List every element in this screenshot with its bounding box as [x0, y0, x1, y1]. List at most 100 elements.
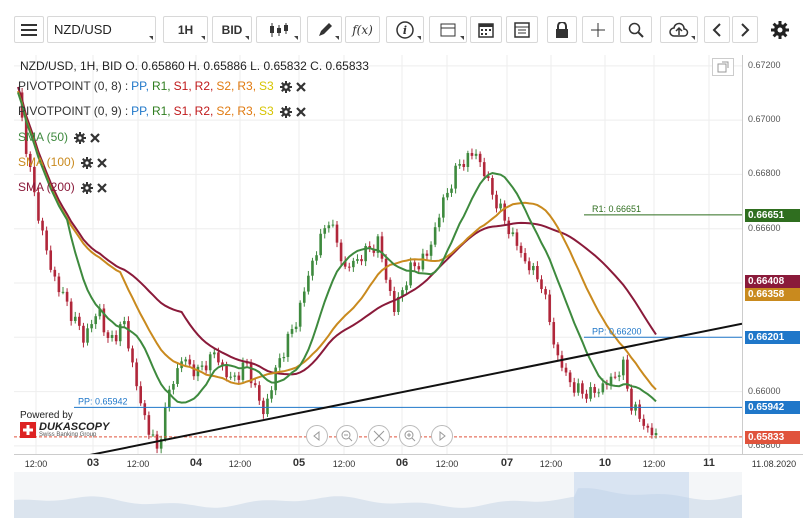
info-button[interactable]: i	[386, 16, 424, 43]
upload-button[interactable]	[660, 16, 698, 43]
candle-body	[102, 308, 106, 333]
x-tick-label: 12:00	[539, 459, 563, 469]
candle-body	[192, 364, 196, 377]
candle-body	[474, 153, 478, 156]
gear-icon[interactable]	[279, 105, 292, 118]
candle-body	[311, 260, 314, 276]
navigator[interactable]	[14, 472, 742, 518]
gear-icon[interactable]	[279, 80, 292, 93]
candle-body	[593, 387, 596, 393]
candle-body	[560, 355, 564, 368]
indicators-button[interactable]: f(x)	[345, 16, 380, 43]
scroll-left-button[interactable]	[704, 16, 730, 43]
indicator-legend[interactable]: SMA (100)	[18, 155, 108, 169]
candle-body	[589, 387, 592, 399]
close-icon[interactable]	[96, 182, 108, 194]
candle-body	[511, 232, 515, 235]
candle-body	[458, 164, 461, 166]
pivot-level-label: S1,	[173, 104, 192, 118]
close-icon[interactable]	[89, 132, 101, 144]
close-icon[interactable]	[96, 157, 108, 169]
zoom-in-button[interactable]	[399, 425, 421, 447]
chart-type-button[interactable]	[256, 16, 301, 43]
price-chart[interactable]: R1: 0.66651 PP: 0.66200 PP: 0.65942	[14, 55, 742, 454]
fullscreen-button[interactable]	[712, 58, 734, 76]
lock-button[interactable]	[547, 16, 577, 43]
legend-name: SMA (50)	[18, 130, 69, 144]
candle-body	[69, 301, 73, 321]
gear-icon[interactable]	[80, 156, 93, 169]
candle-body	[94, 316, 98, 325]
candle-body	[294, 326, 298, 330]
candle-body	[319, 233, 322, 256]
candle-body	[233, 375, 237, 377]
candle-body	[384, 258, 388, 280]
gear-icon[interactable]	[74, 131, 87, 144]
lock-icon	[556, 21, 568, 38]
indicator-legend[interactable]: PIVOTPOINT (0, 8): PP, R1, S1, R2, S2, R3, S3	[18, 79, 307, 93]
candle-body	[65, 291, 69, 302]
close-icon[interactable]	[295, 106, 307, 118]
candle-body	[188, 359, 192, 365]
pivot-level-label: PP,	[131, 79, 149, 93]
candle-body	[143, 403, 147, 416]
settings-button[interactable]	[766, 16, 794, 43]
candle-body	[536, 265, 539, 280]
scroll-right-button[interactable]	[732, 16, 758, 43]
timeframe-selector[interactable]: 1H	[163, 16, 208, 43]
indicator-legend[interactable]: SMA (50)	[18, 130, 101, 144]
candle-body	[446, 192, 449, 198]
zoom-button[interactable]	[620, 16, 652, 43]
ohlc-readout: NZD/USD, 1H, BID O. 0.65860 H. 0.65886 L…	[20, 59, 369, 73]
calendar-button[interactable]	[470, 16, 502, 43]
candle-body	[487, 176, 490, 179]
indicator-legend[interactable]: SMA (200)	[18, 180, 108, 194]
layout-button[interactable]	[429, 16, 467, 43]
candle-body	[568, 372, 572, 383]
table-button[interactable]	[506, 16, 538, 43]
crosshair-button[interactable]	[582, 16, 614, 43]
candle-body	[499, 203, 502, 209]
triangle-right-icon	[439, 431, 446, 441]
symbol-selector[interactable]: NZD/USD	[47, 16, 156, 43]
candle-body	[323, 228, 327, 234]
legend-name: PIVOTPOINT (0, 8)	[18, 79, 122, 93]
x-tick-label: 12:00	[126, 459, 150, 469]
x-tick-label: 11	[703, 457, 715, 469]
candle-body	[176, 368, 179, 384]
x-tick-label: 10	[598, 457, 612, 469]
close-icon[interactable]	[295, 81, 307, 93]
forward-button[interactable]	[431, 425, 453, 447]
draw-tool-button[interactable]	[307, 16, 342, 43]
candle-body	[564, 367, 568, 373]
x-tick-label: 12:00	[228, 459, 252, 469]
candle-body	[45, 230, 48, 251]
y-tick-label: 0.66000	[748, 385, 781, 396]
price-type-selector[interactable]: BID	[212, 16, 252, 43]
powered-by-text: Powered by	[20, 410, 73, 421]
sma-50-line	[17, 92, 657, 404]
fit-button[interactable]	[368, 425, 390, 447]
candle-body	[41, 220, 44, 231]
candle-body	[613, 376, 617, 378]
gear-icon[interactable]	[80, 181, 93, 194]
price-axis[interactable]: 0.67200 0.67000 0.66800 0.66600 0.66000 0.658…	[742, 55, 803, 454]
navigator-window[interactable]	[574, 472, 689, 518]
candle-body	[376, 236, 380, 253]
candle-body	[552, 322, 556, 345]
candle-body	[425, 253, 429, 256]
candle-body	[278, 358, 282, 368]
time-axis[interactable]: 12:00 03 12:00 04 12:00 05 12:00 06 12:00 07 12:00…	[14, 454, 803, 470]
chevron-down-icon	[149, 36, 153, 40]
candle-body	[86, 328, 89, 343]
triangle-left-icon	[313, 431, 320, 441]
indicator-legend[interactable]: PIVOTPOINT (0, 9): PP, R1, S1, R2, S2, R3, S3	[18, 104, 307, 118]
zoom-out-button[interactable]	[336, 425, 358, 447]
chevron-down-icon	[691, 36, 695, 40]
candle-body	[523, 252, 527, 262]
candle-body	[335, 224, 339, 243]
chevron-down-icon	[294, 36, 298, 40]
back-button[interactable]	[306, 425, 328, 447]
candle-body	[585, 393, 588, 399]
menu-button[interactable]	[14, 16, 44, 43]
